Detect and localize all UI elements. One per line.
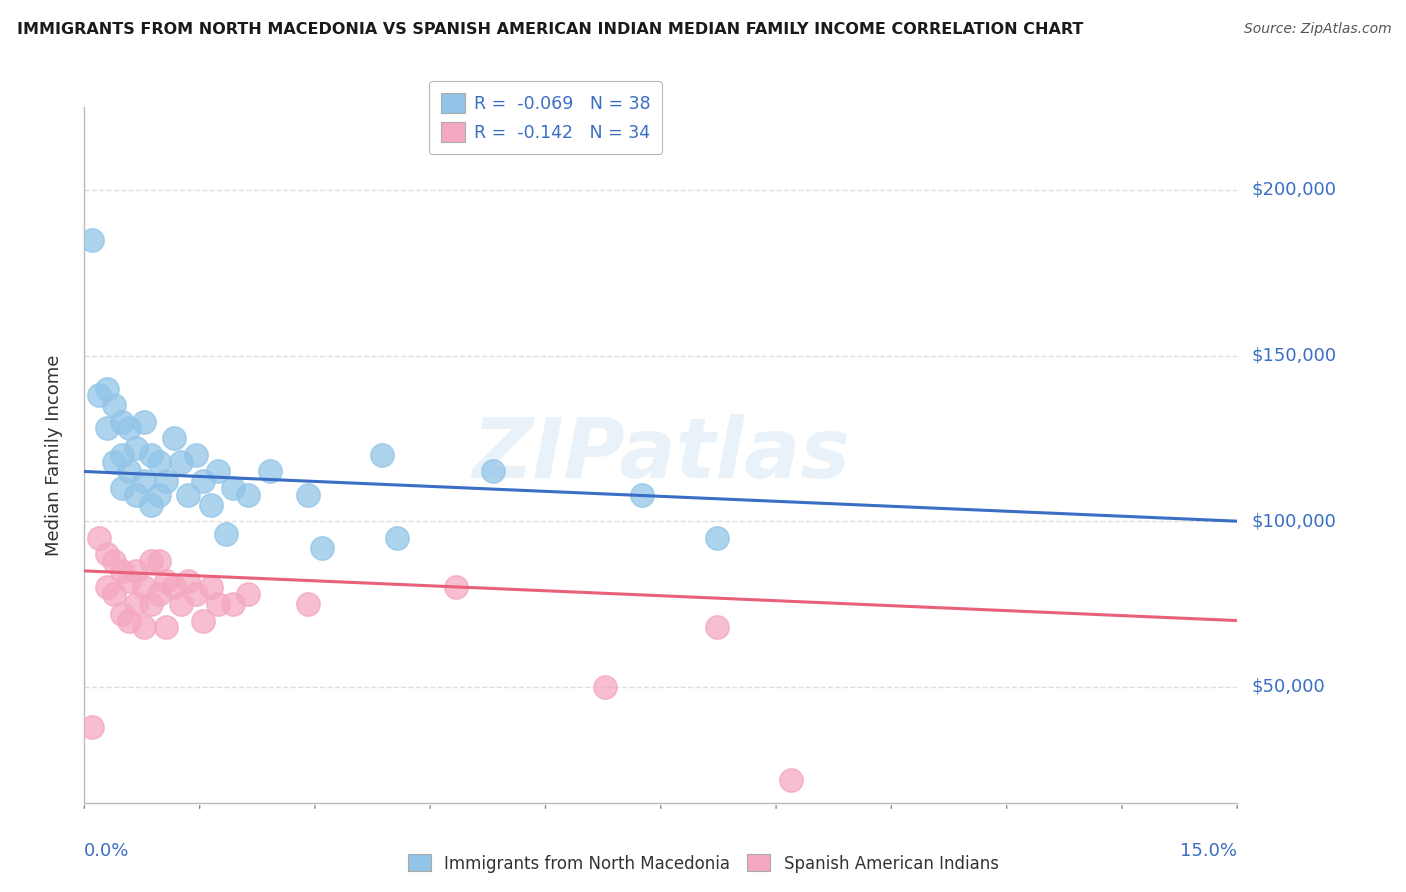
- Text: $50,000: $50,000: [1251, 678, 1324, 696]
- Point: [110, 448, 132, 462]
- Point: [371, 448, 394, 462]
- Point: [103, 554, 125, 568]
- Point: [446, 581, 468, 595]
- Point: [148, 587, 170, 601]
- Point: [222, 597, 245, 611]
- Point: [110, 415, 132, 429]
- Text: Source: ZipAtlas.com: Source: ZipAtlas.com: [1244, 22, 1392, 37]
- Point: [631, 488, 654, 502]
- Point: [177, 574, 200, 588]
- Point: [103, 587, 125, 601]
- Point: [96, 581, 118, 595]
- Point: [706, 620, 728, 634]
- Point: [80, 720, 103, 734]
- Point: [125, 597, 148, 611]
- Point: [482, 465, 505, 479]
- Point: [236, 587, 259, 601]
- Point: [132, 415, 155, 429]
- Point: [222, 481, 245, 495]
- Point: [184, 448, 207, 462]
- Point: [780, 772, 803, 787]
- Point: [132, 581, 155, 595]
- Point: [89, 388, 111, 402]
- Point: [184, 587, 207, 601]
- Point: [148, 554, 170, 568]
- Point: [706, 531, 728, 545]
- Point: [200, 498, 222, 512]
- Text: $100,000: $100,000: [1251, 512, 1336, 530]
- Point: [155, 475, 177, 489]
- Point: [118, 421, 141, 435]
- Point: [297, 597, 319, 611]
- Point: [132, 620, 155, 634]
- Point: [110, 564, 132, 578]
- Point: [103, 454, 125, 468]
- Text: ZIPatlas: ZIPatlas: [472, 415, 849, 495]
- Point: [215, 527, 238, 541]
- Text: $150,000: $150,000: [1251, 346, 1336, 365]
- Point: [110, 481, 132, 495]
- Point: [162, 581, 184, 595]
- Point: [96, 382, 118, 396]
- Point: [385, 531, 408, 545]
- Point: [200, 581, 222, 595]
- Point: [141, 498, 163, 512]
- Point: [141, 448, 163, 462]
- Point: [297, 488, 319, 502]
- Point: [236, 488, 259, 502]
- Point: [125, 488, 148, 502]
- Point: [141, 597, 163, 611]
- Point: [177, 488, 200, 502]
- Text: $200,000: $200,000: [1251, 181, 1336, 199]
- Point: [132, 475, 155, 489]
- Point: [125, 564, 148, 578]
- Point: [148, 454, 170, 468]
- Point: [193, 475, 215, 489]
- Point: [103, 398, 125, 412]
- Point: [96, 421, 118, 435]
- Point: [118, 465, 141, 479]
- Point: [593, 680, 616, 694]
- Point: [89, 531, 111, 545]
- Point: [311, 541, 333, 555]
- Point: [155, 574, 177, 588]
- Point: [118, 574, 141, 588]
- Text: 15.0%: 15.0%: [1180, 842, 1237, 860]
- Point: [125, 442, 148, 456]
- Legend: R =  -0.069   N = 38, R =  -0.142   N = 34: R = -0.069 N = 38, R = -0.142 N = 34: [429, 81, 662, 154]
- Point: [148, 488, 170, 502]
- Point: [170, 454, 193, 468]
- Legend: Immigrants from North Macedonia, Spanish American Indians: Immigrants from North Macedonia, Spanish…: [401, 847, 1005, 880]
- Y-axis label: Median Family Income: Median Family Income: [45, 354, 63, 556]
- Text: IMMIGRANTS FROM NORTH MACEDONIA VS SPANISH AMERICAN INDIAN MEDIAN FAMILY INCOME : IMMIGRANTS FROM NORTH MACEDONIA VS SPANI…: [17, 22, 1083, 37]
- Point: [118, 614, 141, 628]
- Point: [155, 620, 177, 634]
- Point: [207, 597, 229, 611]
- Text: 0.0%: 0.0%: [84, 842, 129, 860]
- Point: [193, 614, 215, 628]
- Point: [207, 465, 229, 479]
- Point: [110, 607, 132, 621]
- Point: [80, 233, 103, 247]
- Point: [141, 554, 163, 568]
- Point: [170, 597, 193, 611]
- Point: [96, 547, 118, 561]
- Point: [162, 431, 184, 445]
- Point: [259, 465, 281, 479]
